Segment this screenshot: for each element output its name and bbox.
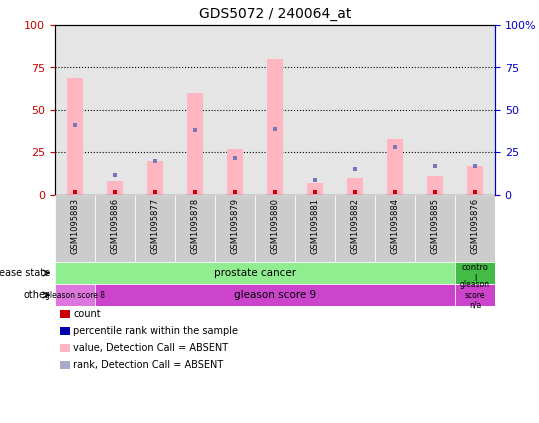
Bar	[415, 25, 455, 195]
Bar	[147, 161, 163, 195]
Bar	[347, 178, 363, 195]
Bar	[307, 183, 323, 195]
Bar	[55, 284, 95, 305]
Text: GSM1095883: GSM1095883	[71, 198, 79, 255]
Bar	[295, 25, 335, 195]
Text: other: other	[24, 290, 50, 300]
Text: count: count	[73, 309, 101, 319]
Text: contro
l: contro l	[461, 263, 488, 283]
Bar	[375, 25, 415, 195]
Text: disease state: disease state	[0, 268, 50, 278]
Text: GSM1095882: GSM1095882	[350, 198, 360, 254]
Bar	[455, 25, 495, 195]
Bar	[375, 195, 415, 262]
Text: GSM1095878: GSM1095878	[190, 198, 199, 255]
Bar	[135, 195, 175, 262]
Bar	[255, 25, 295, 195]
Text: gleason
score
n/a: gleason score n/a	[460, 280, 490, 310]
Bar	[135, 25, 175, 195]
Bar	[427, 176, 443, 195]
Bar	[55, 195, 95, 262]
Bar	[227, 149, 243, 195]
Bar	[267, 59, 283, 195]
Text: prostate cancer: prostate cancer	[214, 268, 296, 278]
Bar	[67, 78, 83, 195]
Bar	[187, 93, 203, 195]
Bar	[455, 284, 495, 305]
Bar	[335, 25, 375, 195]
Bar	[295, 195, 335, 262]
Text: percentile rank within the sample: percentile rank within the sample	[73, 326, 238, 336]
Bar	[215, 195, 255, 262]
Text: GSM1095880: GSM1095880	[271, 198, 280, 254]
Bar	[455, 195, 495, 262]
Text: value, Detection Call = ABSENT: value, Detection Call = ABSENT	[73, 343, 228, 353]
Bar	[455, 262, 495, 283]
Text: gleason score 9: gleason score 9	[234, 290, 316, 300]
Bar	[107, 181, 123, 195]
Bar	[55, 25, 95, 195]
Text: GSM1095885: GSM1095885	[431, 198, 439, 254]
Bar	[95, 195, 135, 262]
Text: GSM1095876: GSM1095876	[471, 198, 480, 255]
Bar	[255, 195, 295, 262]
Text: gleason score 8: gleason score 8	[45, 291, 105, 299]
Bar	[215, 25, 255, 195]
Text: GSM1095884: GSM1095884	[390, 198, 399, 254]
Text: GSM1095879: GSM1095879	[231, 198, 239, 254]
Bar	[415, 195, 455, 262]
Text: GSM1095877: GSM1095877	[150, 198, 160, 255]
Bar	[95, 284, 455, 305]
Title: GDS5072 / 240064_at: GDS5072 / 240064_at	[199, 7, 351, 21]
Text: GSM1095886: GSM1095886	[110, 198, 120, 255]
Bar	[387, 139, 403, 195]
Text: GSM1095881: GSM1095881	[310, 198, 320, 254]
Bar	[175, 195, 215, 262]
Bar	[175, 25, 215, 195]
Bar	[467, 166, 483, 195]
Text: rank, Detection Call = ABSENT: rank, Detection Call = ABSENT	[73, 360, 223, 370]
Bar	[95, 25, 135, 195]
Bar	[335, 195, 375, 262]
